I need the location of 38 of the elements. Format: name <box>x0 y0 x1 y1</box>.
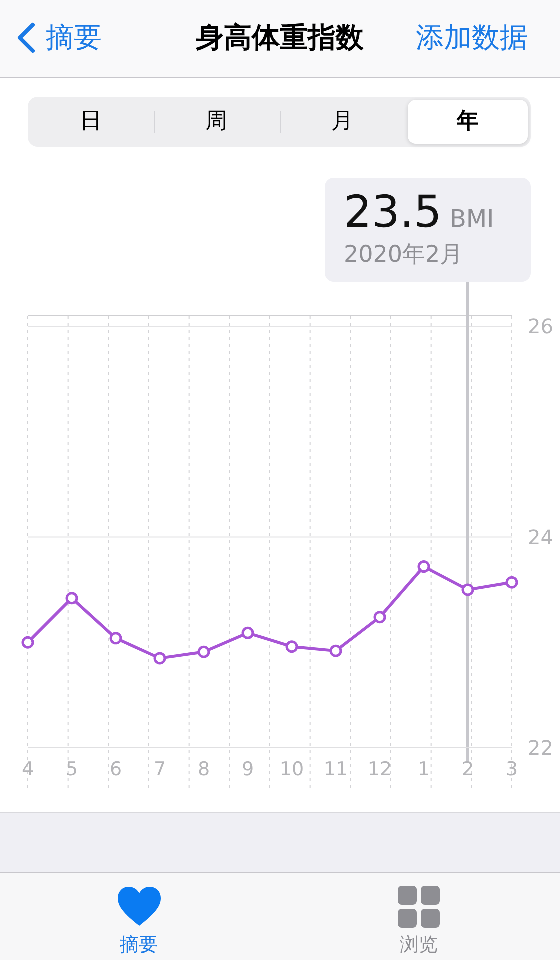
text: 月 <box>330 108 354 136</box>
text: 摘要 <box>46 20 102 56</box>
point <box>242 626 254 640</box>
y-tick-label: 22 <box>528 736 554 760</box>
point <box>286 640 298 654</box>
point <box>330 644 342 658</box>
x-tick-label: 12 <box>368 758 392 780</box>
point <box>66 592 78 605</box>
x-tick-label: 1 <box>418 758 430 780</box>
point <box>22 636 34 649</box>
y-tick-label: 26 <box>528 314 554 339</box>
x-tick-label: 10 <box>280 758 304 780</box>
text: 摘要 <box>119 933 159 958</box>
text: 年 <box>456 108 480 136</box>
point <box>374 611 386 624</box>
x-tick-label: 6 <box>110 758 122 780</box>
point <box>462 584 474 596</box>
chart-title: 身高体重指数 <box>196 21 364 54</box>
point <box>110 632 122 645</box>
text: 23.5 BMI <box>344 187 494 238</box>
x-tick-label: 8 <box>198 758 210 780</box>
x-tick-label: 7 <box>154 758 166 780</box>
x-tick-label: 11 <box>324 758 348 780</box>
text: 浏览 <box>399 933 439 958</box>
point <box>198 646 210 658</box>
text: 周 <box>204 108 229 136</box>
x-tick-label: 5 <box>66 758 78 780</box>
x-tick-label: 2 <box>462 758 474 780</box>
x-tick-label: 3 <box>506 758 518 780</box>
text: 日 <box>78 108 103 136</box>
point <box>418 560 430 574</box>
point <box>154 652 166 665</box>
point <box>506 576 518 589</box>
text: 添加数据 <box>416 20 528 56</box>
x-tick-label: 4 <box>22 758 34 780</box>
y-tick-label: 24 <box>528 525 554 550</box>
x-tick-label: 9 <box>242 758 254 780</box>
text: 2020年2月 <box>344 241 464 270</box>
